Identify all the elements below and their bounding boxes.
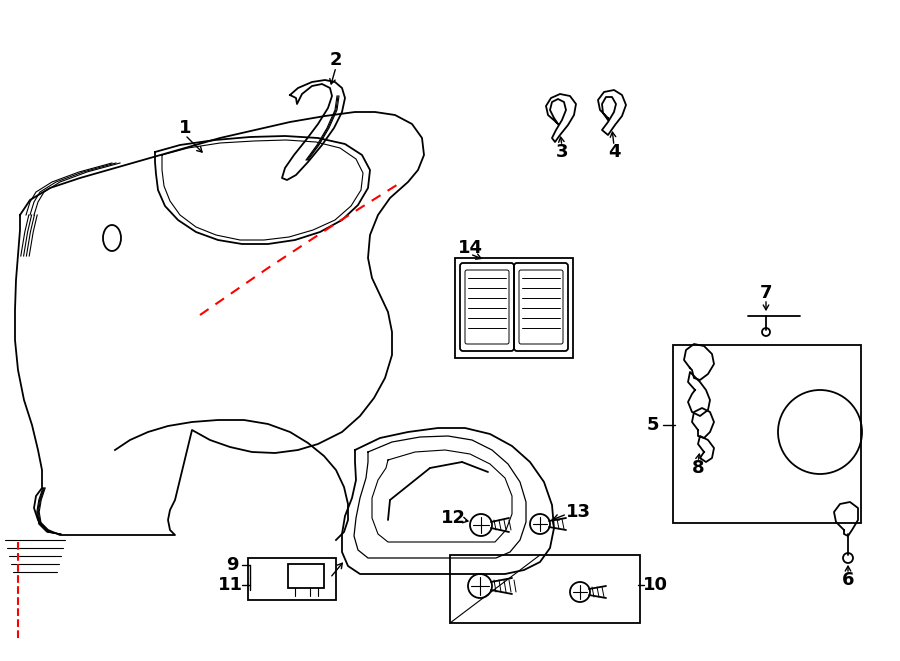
Text: 3: 3 (556, 143, 568, 161)
Text: 11: 11 (218, 576, 242, 594)
Bar (248, 558, 336, 600)
Text: 5: 5 (647, 416, 659, 434)
Text: 6: 6 (842, 571, 854, 589)
Text: 13: 13 (565, 503, 590, 521)
Text: 14: 14 (457, 239, 482, 257)
Bar (288, 564, 324, 588)
Text: 8: 8 (692, 459, 705, 477)
Bar (455, 258, 573, 358)
Text: 12: 12 (440, 509, 465, 527)
Bar (450, 555, 640, 623)
Text: 7: 7 (760, 284, 772, 302)
Text: 1: 1 (179, 119, 191, 137)
Text: 4: 4 (608, 143, 620, 161)
Text: 2: 2 (329, 51, 342, 69)
Text: 10: 10 (643, 576, 668, 594)
Text: 9: 9 (226, 556, 239, 574)
Bar (673, 345, 861, 523)
